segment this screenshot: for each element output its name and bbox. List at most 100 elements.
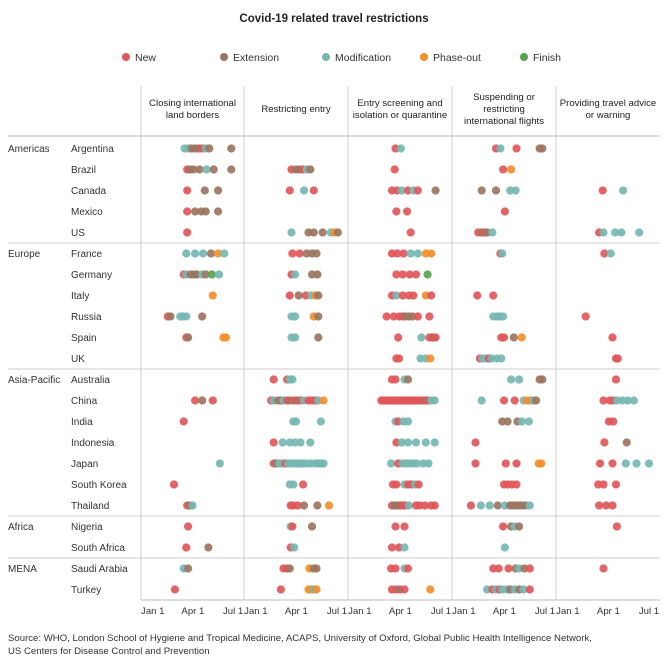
dot-modification — [476, 501, 485, 510]
country-label: US — [71, 228, 85, 239]
dot-extension — [195, 165, 204, 174]
dot-new — [403, 207, 412, 216]
dot-new — [598, 186, 607, 195]
dot-modification — [411, 438, 421, 447]
dot-extension — [314, 312, 323, 321]
country-label: Spain — [71, 333, 97, 344]
dot-new — [494, 564, 503, 573]
dot-new — [599, 396, 608, 405]
dot-new — [599, 564, 608, 573]
legend-label-modification: Modification — [335, 52, 391, 64]
dot-modification — [306, 438, 315, 447]
dot-extension — [532, 396, 541, 405]
dot-new — [393, 249, 402, 258]
dot-new — [405, 270, 414, 279]
chart-title: Covid-19 related travel restrictions — [239, 13, 428, 25]
x-tick-label: Jan 1 — [244, 606, 267, 617]
dot-extension — [166, 312, 175, 321]
dot-phase-out — [517, 333, 526, 342]
dot-modification — [182, 312, 191, 321]
column-header-4: restricting — [483, 104, 525, 115]
dot-new — [285, 186, 294, 195]
dot-phase-out — [221, 333, 231, 342]
dot-new — [413, 186, 422, 195]
dot-new — [382, 312, 391, 321]
dot-extension — [227, 165, 236, 174]
dot-extension — [312, 564, 321, 573]
dot-modification — [611, 228, 620, 237]
dot-extension — [503, 417, 512, 426]
dot-modification — [291, 270, 300, 279]
dot-modification — [291, 333, 300, 342]
dot-extension — [209, 165, 218, 174]
region-label: Africa — [8, 522, 34, 533]
dot-modification — [496, 144, 505, 153]
dot-extension — [214, 186, 223, 195]
region-label: Americas — [8, 144, 50, 155]
dot-extension — [201, 270, 210, 279]
dot-extension — [201, 207, 210, 216]
country-label: China — [71, 396, 98, 407]
region-label: Asia-Pacific — [8, 375, 60, 386]
dot-modification — [617, 228, 626, 237]
dot-modification — [430, 396, 439, 405]
dot-new — [169, 480, 179, 489]
dot-new — [183, 207, 192, 216]
dot-new — [295, 249, 304, 258]
dot-extension — [306, 165, 315, 174]
dot-modification — [498, 249, 507, 258]
dot-new — [269, 375, 278, 384]
dot-modification — [278, 438, 287, 447]
dot-new — [392, 480, 401, 489]
country-label: Saudi Arabia — [71, 564, 128, 575]
dot-extension — [493, 501, 502, 510]
dot-phase-out — [507, 165, 516, 174]
dot-new — [387, 543, 397, 552]
legend-marker-new — [122, 53, 130, 61]
dot-extension — [491, 186, 501, 195]
dot-modification — [291, 312, 300, 321]
dot-modification — [220, 249, 229, 258]
dot-new — [179, 417, 188, 426]
dot-modification — [202, 165, 211, 174]
x-tick-label: Jul 1 — [327, 606, 347, 617]
dot-modification — [524, 417, 534, 426]
dot-extension — [313, 270, 322, 279]
country-label: UK — [71, 354, 85, 365]
dot-new — [269, 438, 278, 447]
dot-new — [613, 354, 622, 363]
country-label: Argentina — [71, 144, 114, 155]
x-tick-label: Apr 1 — [389, 606, 412, 617]
dot-extension — [307, 522, 317, 531]
dot-new — [595, 459, 605, 468]
dot-modification — [635, 228, 644, 237]
dot-new — [406, 228, 415, 237]
dot-new — [473, 291, 482, 300]
dot-new — [431, 333, 440, 342]
dot-modification — [430, 438, 439, 447]
dot-new — [608, 501, 617, 510]
x-tick-label: Jan 1 — [348, 606, 371, 617]
country-label: Japan — [71, 459, 98, 470]
dot-extension — [515, 522, 524, 531]
country-label: Turkey — [71, 585, 101, 596]
dot-phase-out — [537, 459, 546, 468]
dot-phase-out — [214, 249, 223, 258]
dot-new — [499, 522, 508, 531]
dot-new — [427, 291, 436, 300]
dot-phase-out — [427, 249, 436, 258]
dot-new — [285, 291, 294, 300]
dot-new — [391, 564, 400, 573]
dot-modification — [606, 249, 615, 258]
dot-new — [191, 396, 200, 405]
dot-new — [411, 270, 421, 279]
legend-label-phase-out: Phase-out — [433, 52, 481, 64]
dot-modification — [525, 501, 534, 510]
dot-new — [414, 480, 423, 489]
dot-modification — [519, 585, 528, 594]
dot-extension — [191, 207, 200, 216]
x-tick-label: Jul 1 — [639, 606, 659, 617]
country-label: Thailand — [71, 501, 109, 512]
dot-modification — [477, 396, 486, 405]
dot-new — [608, 459, 617, 468]
